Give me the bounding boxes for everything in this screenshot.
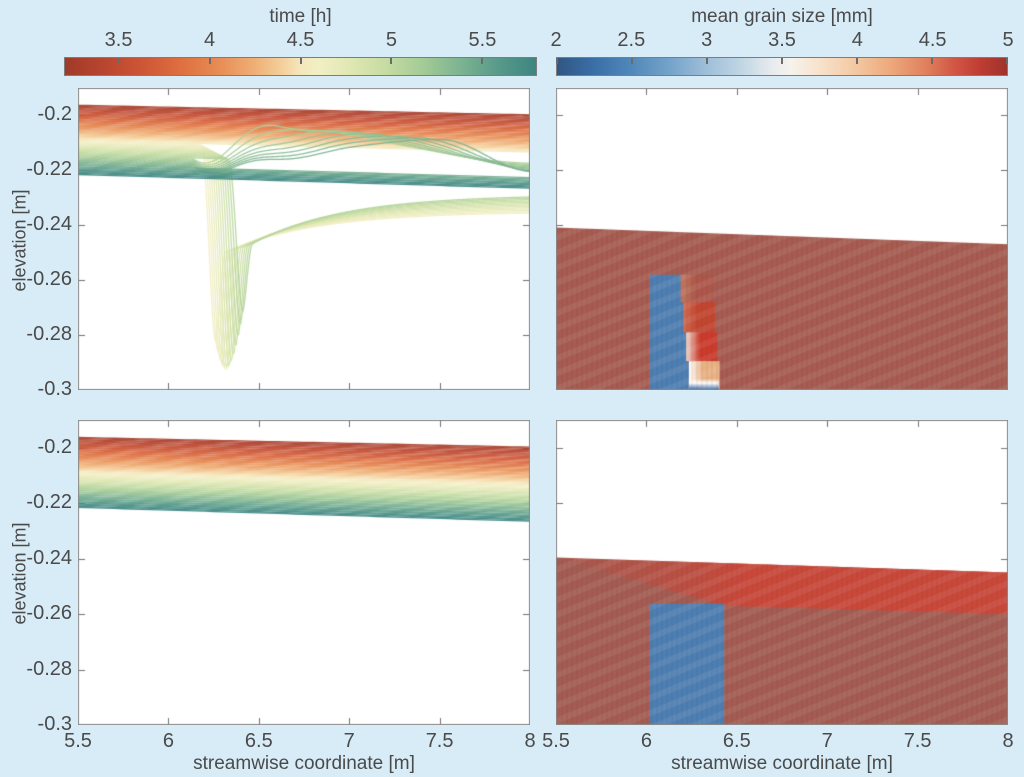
colorbar-tick-label: 4 xyxy=(851,29,863,51)
colorbar-tick-mark xyxy=(390,58,393,64)
colorbar-tick-label: 5.5 xyxy=(468,29,497,51)
x-tick-label: 5.5 xyxy=(542,730,570,752)
ylabel-bottom: elevation [m] xyxy=(9,522,30,625)
y-tick-label: -0.3 xyxy=(37,713,72,735)
grain-size-reference-plot xyxy=(556,420,1008,725)
x-tick-label: 6.5 xyxy=(244,730,273,752)
grain-colorbar xyxy=(556,57,1008,76)
grain-colorbar-title: mean grain size [mm] xyxy=(691,6,873,27)
y-tick-label: -0.2 xyxy=(37,103,72,126)
colorbar-tick-mark xyxy=(705,58,708,64)
grain-size-trench-plot xyxy=(556,88,1008,390)
xlabel-right: streamwise coordinate [m] xyxy=(671,753,893,774)
colorbar-tick-mark xyxy=(118,58,121,64)
colorbar-tick-label: 5 xyxy=(385,29,398,51)
colorbar-tick-label: 2 xyxy=(550,29,562,51)
y-tick-label: -0.3 xyxy=(37,378,72,400)
colorbar-tick-label: 5 xyxy=(1002,29,1014,51)
x-tick-label: 6 xyxy=(162,730,174,752)
y-tick-label: -0.2 xyxy=(37,435,72,458)
y-tick-label: -0.26 xyxy=(26,268,72,291)
colorbar-tick-label: 3.5 xyxy=(104,29,133,51)
colorbar-tick-label: 3.5 xyxy=(768,29,796,51)
colorbar-tick-mark xyxy=(1006,58,1008,64)
x-tick-label: 7.5 xyxy=(903,730,932,752)
y-tick-label: -0.24 xyxy=(26,213,72,236)
colorbar-tick-label: 4.5 xyxy=(286,29,315,51)
colorbar-tick-mark xyxy=(299,58,302,64)
xlabel-left: streamwise coordinate [m] xyxy=(193,753,415,774)
y-tick-label: -0.28 xyxy=(26,323,72,346)
colorbar-tick-label: 4 xyxy=(203,29,216,51)
y-tick-label: -0.28 xyxy=(26,657,72,680)
y-tick-label: -0.26 xyxy=(26,602,72,625)
y-tick-label: -0.22 xyxy=(26,491,72,514)
time-colorbar xyxy=(64,57,537,76)
x-tick-label: 7.5 xyxy=(425,730,454,752)
ylabel-top: elevation [m] xyxy=(9,189,30,292)
colorbar-tick-label: 4.5 xyxy=(918,29,947,51)
colorbar-tick-mark xyxy=(855,58,858,64)
y-tick-label: -0.22 xyxy=(26,158,72,181)
colorbar-tick-mark xyxy=(630,58,633,64)
x-tick-label: 6 xyxy=(640,730,652,752)
elevation-profiles-trench-plot xyxy=(78,88,530,390)
colorbar-tick-mark xyxy=(208,58,211,64)
elevation-profiles-reference-plot xyxy=(78,420,530,725)
colorbar-tick-label: 3 xyxy=(701,29,713,51)
y-tick-label: -0.24 xyxy=(26,546,72,569)
x-tick-label: 7 xyxy=(821,730,833,752)
colorbar-tick-label: 2.5 xyxy=(617,29,646,51)
x-tick-label: 6.5 xyxy=(722,730,751,752)
colorbar-tick-mark xyxy=(931,58,933,64)
x-tick-label: 7 xyxy=(343,730,355,752)
colorbar-tick-mark xyxy=(556,58,558,64)
colorbar-tick-mark xyxy=(781,58,783,64)
x-tick-label: 8 xyxy=(1002,730,1014,752)
x-tick-label: 8 xyxy=(524,730,536,752)
colorbar-tick-mark xyxy=(480,58,483,64)
time-colorbar-title: time [h] xyxy=(269,6,332,27)
x-tick-label: 5.5 xyxy=(64,730,92,752)
